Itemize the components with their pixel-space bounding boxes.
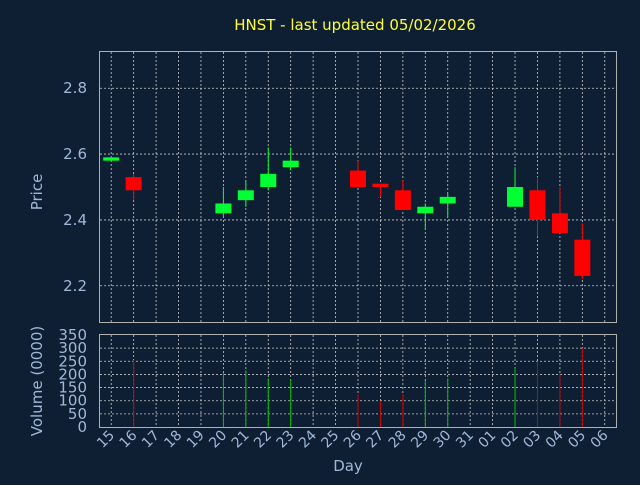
x-tick-label: 17 [139,428,163,452]
candlesticks [103,147,591,280]
candle-body [439,196,456,204]
volume-tick-label: 150 [58,379,87,397]
candle-body [282,160,299,168]
price-tick-label: 2.4 [63,211,87,229]
price-y-ticks: 2.2 2.4 2.6 2.8 [63,79,87,295]
candle-body [551,213,568,234]
volume-tick-label: 0 [77,418,87,436]
x-ticks: 1516171819202122232425262728293031010203… [94,427,612,451]
x-tick-label: 18 [161,428,185,452]
volume-tick-label: 100 [58,392,87,410]
volume-tick-label: 200 [58,365,87,383]
candle-body [350,170,366,187]
price-grid [100,52,616,322]
x-tick-label: 20 [206,428,230,452]
volume-bars [133,348,583,427]
price-tick-label: 2.8 [63,79,87,97]
x-tick-label: 04 [543,427,567,451]
candle-body [125,177,142,191]
candle-body [507,187,524,207]
x-tick-label: 26 [341,427,365,451]
candle-body [260,173,277,187]
candle-body [574,239,591,276]
candle-body [394,190,411,211]
x-tick-label: 02 [498,428,522,452]
volume-panel-frame [99,334,617,428]
x-tick-label: 15 [94,428,118,452]
x-tick-label: 24 [296,427,320,451]
candle-body [237,190,254,201]
x-tick-label: 22 [251,428,275,452]
candle-body [372,183,389,187]
x-axis-label: Day [333,457,363,475]
x-tick-label: 19 [184,428,208,452]
volume-tick-label: 300 [58,339,87,357]
x-tick-label: 25 [318,428,342,452]
x-tick-label: 16 [117,427,141,451]
candle-body [103,157,120,161]
chart-title: HNST - last updated 05/02/2026 [234,16,476,34]
x-tick-label: 23 [274,428,298,452]
x-tick-label: 06 [588,427,612,451]
price-tick-label: 2.6 [63,145,87,163]
x-tick-label: 31 [453,428,477,452]
price-tick-label: 2.2 [63,277,87,295]
volume-axis-label: Volume (0000) [28,326,46,436]
x-tick-label: 03 [520,428,544,452]
candle-body [529,190,546,220]
candle-body [215,203,232,214]
x-tick-label: 29 [408,428,432,452]
x-tick-label: 30 [431,428,455,452]
x-tick-label: 28 [386,428,410,452]
x-tick-label: 05 [565,428,589,452]
price-panel-frame [99,51,617,323]
x-tick-label: 21 [229,428,253,452]
price-axis-label: Price [28,174,46,211]
volume-tick-label: 350 [58,326,87,344]
volume-tick-label: 250 [58,352,87,370]
candle-body [417,206,434,214]
volume-tick-label: 50 [68,405,87,423]
x-tick-label: 27 [363,428,387,452]
x-tick-label: 01 [476,428,500,452]
